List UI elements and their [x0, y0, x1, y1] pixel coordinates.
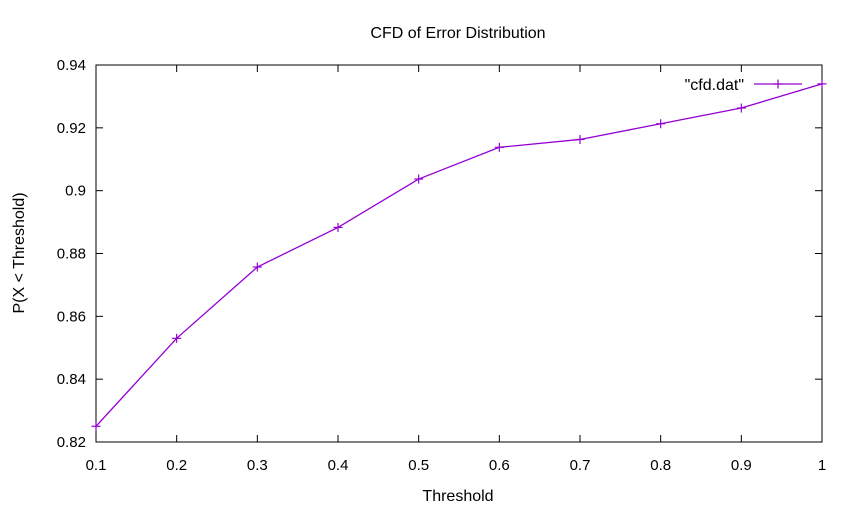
y-tick-label: 0.94: [57, 57, 86, 74]
plot-frame: [95, 64, 823, 443]
data-point-marker: [736, 103, 746, 113]
data-point-marker: [656, 119, 666, 129]
data-point-marker: [414, 174, 424, 184]
x-tick-label: 0.6: [489, 457, 510, 474]
x-axis: 0.1 0.2 0.3 0.4 0.5 0.6 0.7 0.8 0.9 1: [86, 65, 826, 474]
y-tick-label: 0.82: [57, 434, 86, 451]
x-tick-label: 0.9: [731, 457, 752, 474]
y-tick-label: 0.88: [57, 246, 86, 263]
data-point-marker: [252, 262, 262, 272]
y-tick-label: 0.84: [57, 371, 86, 388]
data-point-marker: [172, 333, 182, 343]
x-tick-label: 0.2: [166, 457, 187, 474]
chart-title: CFD of Error Distribution: [370, 25, 545, 42]
x-tick-label: 0.5: [408, 457, 429, 474]
x-tick-label: 1: [818, 457, 826, 474]
data-point-marker: [575, 134, 585, 144]
legend-label: "cfd.dat": [685, 77, 744, 94]
x-axis-label: Threshold: [422, 488, 493, 505]
series-line: [95, 83, 823, 427]
data-point-marker: [817, 79, 827, 89]
legend-marker: [773, 79, 783, 89]
y-axis: 0.82 0.84 0.86 0.88 0.9 0.92 0.94: [57, 57, 822, 451]
x-tick-label: 0.4: [328, 457, 349, 474]
data-point-marker: [773, 79, 783, 89]
data-point-marker: [333, 222, 343, 232]
data-point-marker: [494, 142, 504, 152]
x-tick-label: 0.3: [247, 457, 268, 474]
x-tick-label: 0.7: [570, 457, 591, 474]
y-axis-label: P(X < Threshold): [11, 192, 28, 313]
x-tick-label: 0.1: [86, 457, 107, 474]
y-tick-label: 0.92: [57, 120, 86, 137]
data-point-marker: [91, 421, 101, 431]
x-tick-label: 0.8: [650, 457, 671, 474]
y-tick-label: 0.86: [57, 308, 86, 325]
series-layer: [91, 79, 827, 431]
y-tick-label: 0.9: [65, 183, 86, 200]
legend: "cfd.dat": [685, 77, 802, 94]
